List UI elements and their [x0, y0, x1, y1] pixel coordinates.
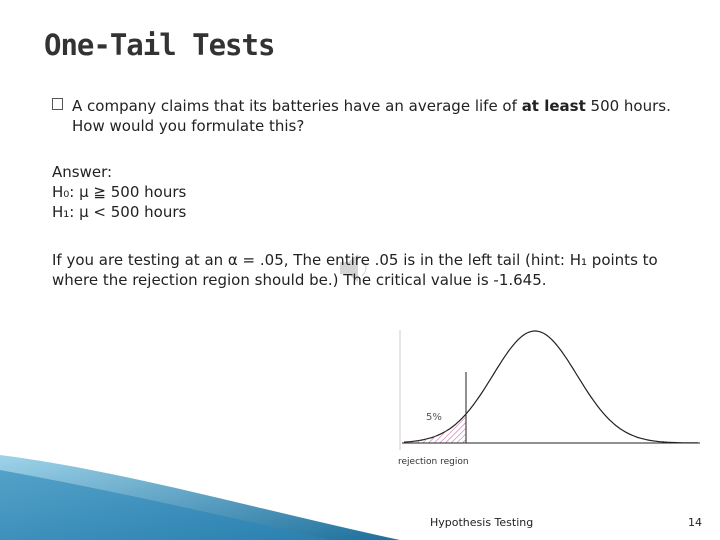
page-number: 14 — [688, 516, 702, 529]
bullet-marker — [52, 98, 63, 110]
footer: Hypothesis Testing — [430, 516, 534, 529]
swoosh — [0, 470, 330, 540]
percent-label: 5% — [426, 412, 442, 423]
bullet-text: A company claims that its batteries have… — [72, 96, 692, 136]
title: One-Tail Tests — [44, 28, 275, 62]
text: A company claims that its batteries have… — [72, 97, 517, 115]
alt-hypothesis: H₁: μ < 500 hours — [52, 203, 187, 221]
null-hypothesis: H₀: μ ≧ 500 hours — [52, 183, 187, 201]
speaker-icon — [340, 254, 367, 282]
rejection-area — [404, 414, 466, 443]
paragraph: If you are testing at an α = .05, The en… — [52, 251, 658, 289]
text: 500 hours. How would you formulate this? — [72, 97, 671, 135]
normal-curve — [403, 330, 698, 444]
emphasis: at least — [521, 97, 586, 115]
region-label: rejection region — [398, 457, 469, 467]
answer-label: Answer: — [52, 163, 113, 181]
answer: Answer: H₀: μ ≧ 500 hours H₁: μ < 500 ho… — [52, 162, 186, 222]
